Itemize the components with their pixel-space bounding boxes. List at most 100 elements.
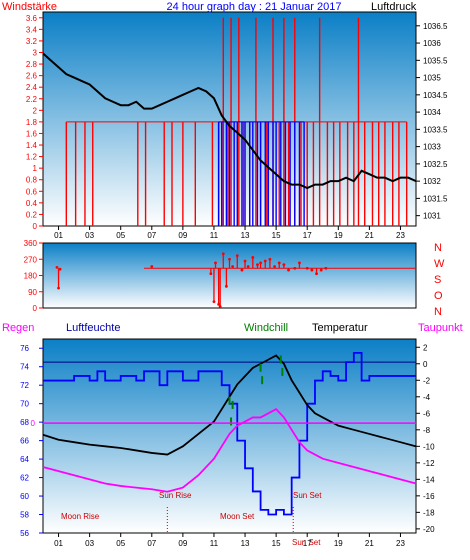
wind-strength-label: Windstärke [2,1,57,13]
wind-direction-point [217,302,221,306]
direction-tick-label: 90 [28,288,37,297]
wind-direction-point [240,268,244,272]
x-tick-label: 03 [85,539,94,548]
x-tick-label: 19 [334,231,343,240]
temperature-tick-label: -6 [423,409,431,418]
wind-direction-point [287,268,290,272]
right-tick-label: 1033.5 [423,125,448,134]
left-tick-label: 1.2 [26,153,38,162]
series-luftfeuchte-line [43,351,416,516]
temperature-humidity-chart: 56 58 60 62 64 66 68 70 72 74 76 2 0 -2 -4 -6 -8 -10 -12 -1… [20,343,435,548]
humidity-tick-label: 74 [20,363,29,372]
x-tick-label: 21 [365,539,374,548]
left-tick-label: 1 [33,164,38,173]
pressure-label: Luftdruck [371,1,417,13]
x-tick-label: 21 [365,231,374,240]
humidity-tick-label: 64 [20,455,29,464]
x-tick-label: 09 [178,539,187,548]
humidity-tick-label: 56 [20,529,29,538]
x-tick-label: 23 [396,539,405,548]
left-tick-label: 2.4 [26,83,38,92]
x-tick-label: 15 [272,231,281,240]
humidity-tick-label: 68 [20,418,29,427]
left-tick-label: 3.6 [26,14,38,23]
legend-humidity: Luftfeuchte [66,322,120,334]
astro-annotation: Moon Set [220,512,255,521]
left-tick-label: 3.4 [26,25,38,34]
wind-direction-point [231,265,235,268]
temperature-panel-bg [43,339,416,533]
astro-annotation: Sun Set [292,538,321,547]
x-tick-label: 15 [272,539,281,548]
wind-direction-point [263,259,267,263]
temperature-tick-label: -12 [423,459,435,468]
wind-direction-point [324,266,328,270]
right-tick-label: 1031 [423,212,441,221]
wind-direction-point [58,267,62,271]
left-tick-label: 3.2 [26,37,38,46]
wind-direction-point [243,259,247,263]
wind-direction-point [282,263,286,267]
direction-tick-label: 360 [24,239,38,248]
x-tick-label: 09 [178,231,187,240]
astro-annotation: Moon Rise [61,512,100,521]
right-tick-label: 1034.5 [423,91,448,100]
rain-zero-label: 0 [31,419,36,428]
wind-direction-point [246,265,250,268]
temperature-panel-frame [42,338,417,534]
x-tick-label: 13 [241,231,250,240]
direction-tick-label: 270 [24,255,38,264]
temperature-tick-label: -2 [423,376,431,385]
legend-dewpoint: Taupunkt [418,322,463,334]
wind-direction-point [277,261,281,265]
temperature-tick-label: -10 [423,442,435,451]
x-tick-label: 05 [116,539,125,548]
x-tick-label: 13 [241,539,250,548]
x-tick-label: 05 [116,231,125,240]
left-tick-label: 3 [33,48,38,57]
x-tick-label: 01 [54,539,63,548]
left-tick-label: 1.6 [26,129,38,138]
x-tick-label: 17 [303,539,312,548]
direction-panel-bg [43,243,416,308]
right-tick-label: 1032.5 [423,160,448,169]
wind-direction-point [298,261,301,265]
right-tick-label: 1035 [423,74,441,83]
left-tick-label: 0.6 [26,187,38,196]
temperature-tick-label: -8 [423,426,431,435]
compass-label: S [434,274,441,286]
right-tick-label: 1033 [423,143,441,152]
wind-direction-point [212,300,216,304]
humidity-tick-label: 62 [20,474,29,483]
x-tick-label: 07 [147,539,156,548]
humidity-tick-label: 66 [20,437,29,446]
right-tick-label: 1031.5 [423,194,448,203]
x-tick-label: 19 [334,539,343,548]
compass-label: W [434,258,445,270]
right-tick-label: 1036.5 [423,22,448,31]
legend-temperature: Temperatur [312,322,368,334]
wind-direction-point [293,266,297,270]
direction-tick-label: 180 [24,272,38,281]
astro-annotation: Sun Set [293,491,322,500]
humidity-tick-label: 60 [20,492,29,501]
temperature-tick-label: -18 [423,508,435,517]
wind-direction-point [228,257,231,261]
wind-direction-point [218,305,222,308]
left-tick-label: 1.8 [26,118,38,127]
left-tick-label: 2 [33,106,38,115]
compass-label: N [434,306,442,318]
wind-direction-point [55,265,59,269]
x-tick-label: 01 [54,231,63,240]
left-tick-label: 0.2 [26,210,38,219]
series-taupunkt-line [42,408,417,493]
temperature-tick-label: 2 [423,343,428,352]
wind-direction-point [310,268,314,272]
wind-direction-point [305,266,309,270]
humidity-tick-label: 76 [20,344,29,353]
series-temperatur-line [42,354,417,456]
direction-tick-label: 0 [33,304,38,313]
wind-pressure-chart: 0 0.2 0.4 0.6 0.8 1 1.2 1.4 1.6 1.8 2 2.2 2.4 2.6 2.8 3… [26,14,448,240]
